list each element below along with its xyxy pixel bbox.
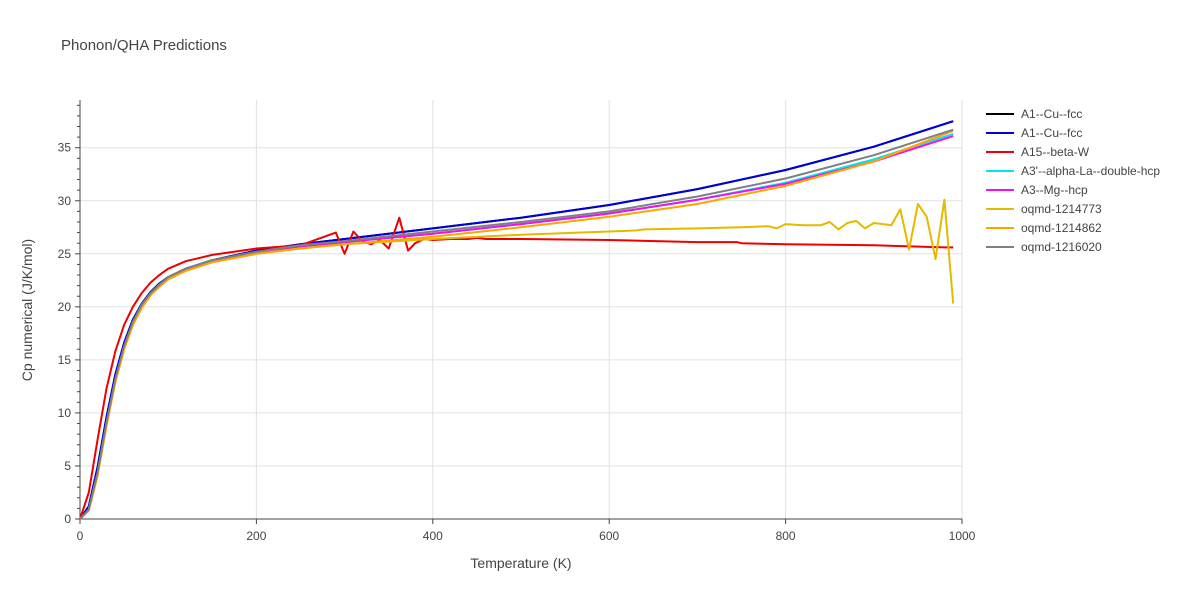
legend-label: A1--Cu--fcc (1021, 107, 1082, 121)
y-tick-label: 35 (58, 141, 72, 155)
axes: 0 200 400 600 800 1000 0 5 10 15 20 25 30 35 (58, 100, 976, 543)
legend-item-2[interactable]: A15--beta-W (986, 145, 1090, 159)
legend-item-4[interactable]: A3--Mg--hcp (986, 183, 1088, 197)
y-tick-label: 0 (64, 512, 71, 526)
x-tick-label: 1000 (949, 529, 976, 543)
y-tick-label: 25 (58, 247, 72, 261)
series-line-6[interactable] (79, 129, 954, 520)
y-axis-title: Cp numerical (J/K/mol) (19, 239, 35, 381)
legend-item-0[interactable]: A1--Cu--fcc (986, 107, 1082, 121)
legend-label: oqmd-1214773 (1021, 202, 1102, 216)
x-tick-label: 200 (246, 529, 266, 543)
legend-label: A1--Cu--fcc (1021, 126, 1082, 140)
legend-label: A3--Mg--hcp (1021, 183, 1088, 197)
series-line-7[interactable] (79, 128, 954, 520)
x-tick-label: 400 (423, 529, 443, 543)
x-axis-title: Temperature (K) (470, 555, 571, 571)
legend[interactable]: A1--Cu--fcc A1--Cu--fcc A15--beta-W A3'--al… (986, 107, 1160, 254)
x-tick-label: 0 (77, 529, 84, 543)
y-tick-label: 10 (58, 406, 72, 420)
series-line-4[interactable] (79, 135, 954, 520)
grid (80, 100, 963, 519)
x-tick-label: 800 (776, 529, 796, 543)
y-tick-label: 20 (58, 300, 72, 314)
legend-label: oqmd-1216020 (1021, 240, 1102, 254)
x-tick-label: 600 (599, 529, 619, 543)
series-layer (79, 120, 955, 520)
y-tick-label: 30 (58, 194, 72, 208)
legend-item-3[interactable]: A3'--alpha-La--double-hcp (986, 164, 1160, 178)
legend-item-7[interactable]: oqmd-1216020 (986, 240, 1102, 254)
legend-item-6[interactable]: oqmd-1214862 (986, 221, 1102, 235)
legend-label: oqmd-1214862 (1021, 221, 1102, 235)
series-line-5[interactable] (79, 198, 955, 520)
y-tick-label: 5 (64, 459, 71, 473)
legend-item-5[interactable]: oqmd-1214773 (986, 202, 1102, 216)
series-line-0[interactable] (79, 120, 954, 520)
legend-label: A15--beta-W (1021, 145, 1090, 159)
y-tick-label: 15 (58, 353, 72, 367)
series-line-3[interactable] (79, 132, 954, 520)
legend-item-1[interactable]: A1--Cu--fcc (986, 126, 1082, 140)
legend-label: A3'--alpha-La--double-hcp (1021, 164, 1160, 178)
chart-title: Phonon/QHA Predictions (61, 37, 227, 54)
series-line-1[interactable] (79, 120, 954, 520)
